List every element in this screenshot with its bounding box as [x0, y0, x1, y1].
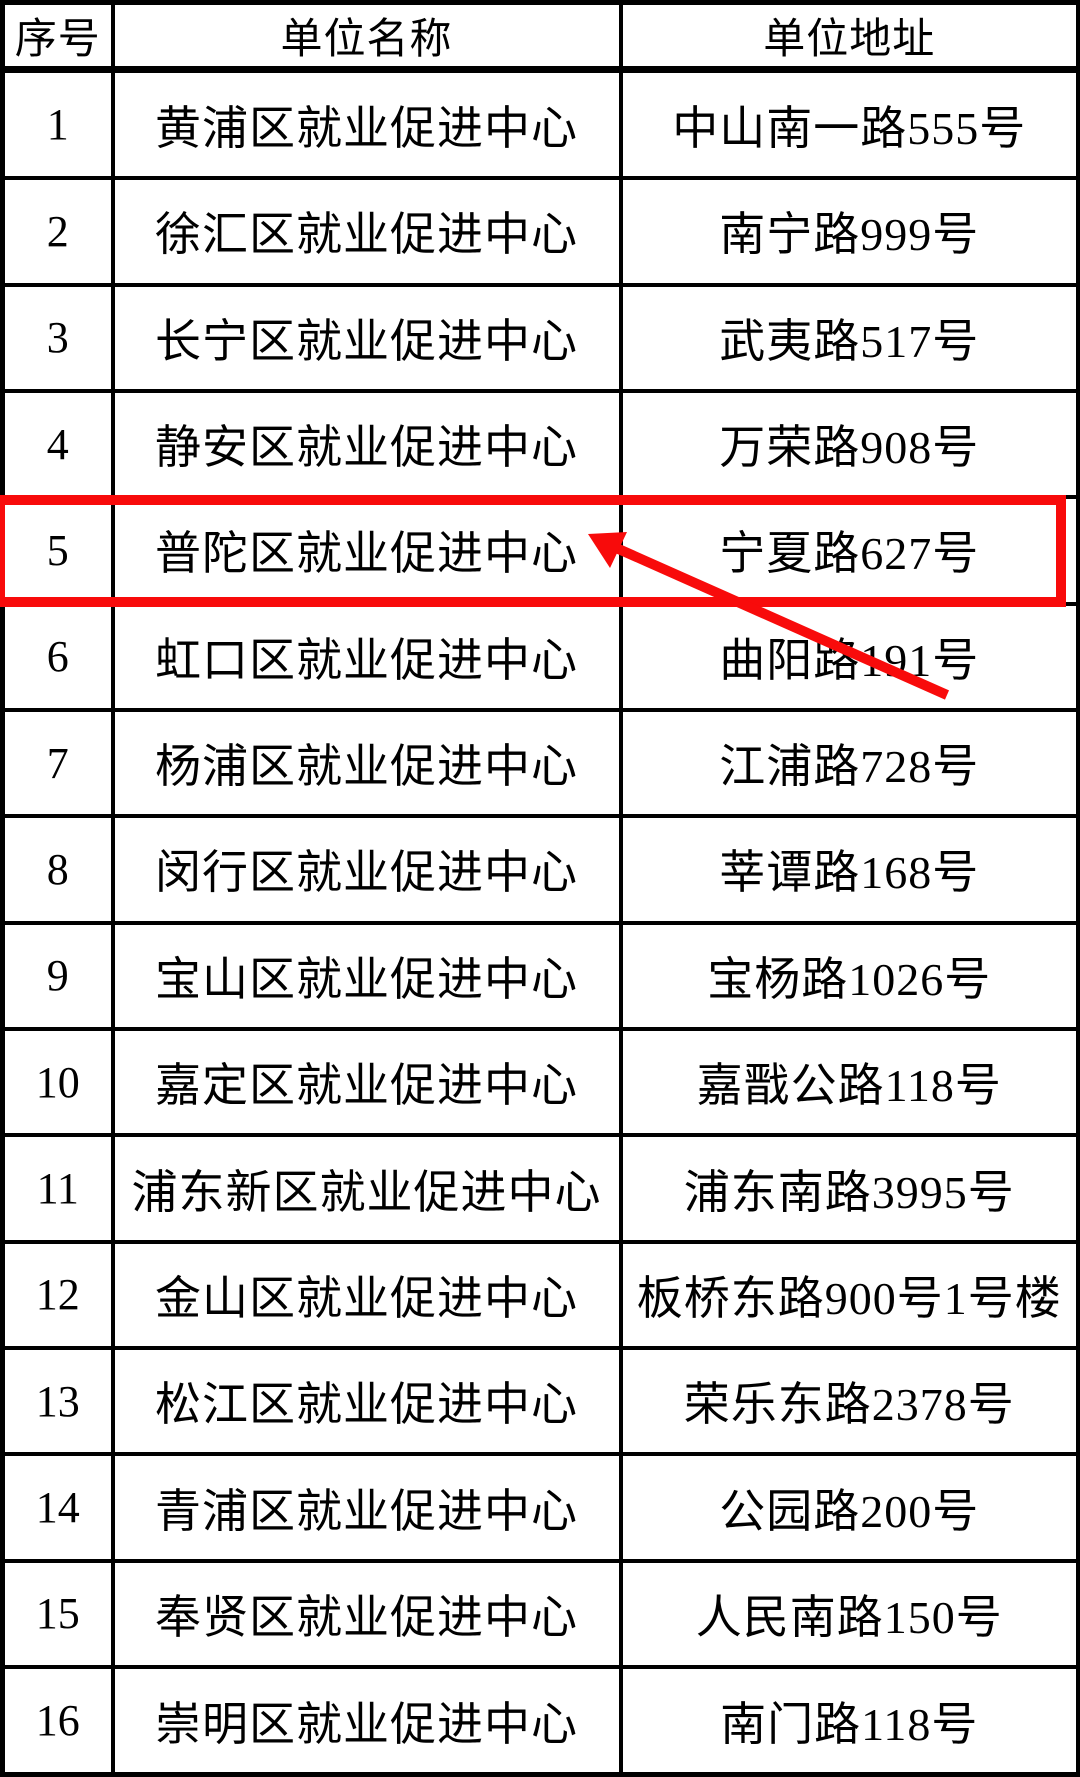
- unit-address-cell: 莘谭路168号: [618, 814, 1080, 925]
- unit-name-cell: 松江区就业促进中心: [110, 1346, 623, 1457]
- unit-address-cell: 公园路200号: [618, 1452, 1080, 1563]
- unit-name-cell: 普陀区就业促进中心: [110, 495, 623, 606]
- row-number-cell: 11: [0, 1133, 115, 1244]
- table-row: 6 虹口区就业促进中心 曲阳路191号: [0, 601, 1080, 712]
- unit-address-cell: 中山南一路555号: [618, 67, 1080, 181]
- unit-name-cell: 奉贤区就业促进中心: [110, 1558, 623, 1670]
- table-row: 13 松江区就业促进中心 荣乐东路2378号: [0, 1346, 1080, 1457]
- row-number-cell: 5: [0, 495, 115, 606]
- unit-name-cell: 嘉定区就业促进中心: [110, 1027, 623, 1138]
- unit-address-cell: 宁夏路627号: [618, 495, 1080, 606]
- unit-name-cell: 黄浦区就业促进中心: [110, 67, 623, 181]
- table-row: 12 金山区就业促进中心 板桥东路900号1号楼: [0, 1239, 1080, 1351]
- row-number-cell: 4: [0, 388, 115, 500]
- table-row: 15 奉贤区就业促进中心 人民南路150号: [0, 1558, 1080, 1670]
- table-row: 11 浦东新区就业促进中心 浦东南路3995号: [0, 1133, 1080, 1244]
- unit-name-cell: 闵行区就业促进中心: [110, 814, 623, 925]
- unit-address-cell: 曲阳路191号: [618, 601, 1080, 712]
- table-row: 14 青浦区就业促进中心 公园路200号: [0, 1452, 1080, 1563]
- row-number-cell: 13: [0, 1346, 115, 1457]
- table-row: 9 宝山区就业促进中心 宝杨路1026号: [0, 920, 1080, 1032]
- unit-address-cell: 板桥东路900号1号楼: [618, 1239, 1080, 1351]
- header-cell-no: 序号: [0, 0, 115, 73]
- unit-address-cell: 江浦路728号: [618, 707, 1080, 819]
- unit-name-cell: 崇明区就业促进中心: [110, 1665, 623, 1777]
- table-body: 1 黄浦区就业促进中心 中山南一路555号 2 徐汇区就业促进中心 南宁路999号 3 长宁区…: [0, 67, 1080, 1777]
- row-number-cell: 10: [0, 1027, 115, 1138]
- table-row: 16 崇明区就业促进中心 南门路118号: [0, 1665, 1080, 1777]
- unit-address-cell: 南门路118号: [618, 1665, 1080, 1777]
- unit-address-cell: 南宁路999号: [618, 176, 1080, 287]
- unit-address-cell: 万荣路908号: [618, 388, 1080, 500]
- unit-name-cell: 宝山区就业促进中心: [110, 920, 623, 1032]
- unit-address-cell: 宝杨路1026号: [618, 920, 1080, 1032]
- row-number-cell: 8: [0, 814, 115, 925]
- row-number-cell: 16: [0, 1665, 115, 1777]
- unit-address-cell: 武夷路517号: [618, 282, 1080, 393]
- row-number-cell: 1: [0, 67, 115, 181]
- table-row-highlighted: 5 普陀区就业促进中心 宁夏路627号: [0, 495, 1080, 606]
- row-number-cell: 14: [0, 1452, 115, 1563]
- row-number-cell: 15: [0, 1558, 115, 1670]
- unit-address-cell: 浦东南路3995号: [618, 1133, 1080, 1244]
- table-row: 4 静安区就业促进中心 万荣路908号: [0, 388, 1080, 500]
- row-number-cell: 12: [0, 1239, 115, 1351]
- table-row: 2 徐汇区就业促进中心 南宁路999号: [0, 176, 1080, 287]
- table-row: 7 杨浦区就业促进中心 江浦路728号: [0, 707, 1080, 819]
- unit-name-cell: 虹口区就业促进中心: [110, 601, 623, 712]
- unit-address-cell: 人民南路150号: [618, 1558, 1080, 1670]
- table-row: 8 闵行区就业促进中心 莘谭路168号: [0, 814, 1080, 925]
- header-cell-name: 单位名称: [110, 0, 623, 73]
- unit-name-cell: 青浦区就业促进中心: [110, 1452, 623, 1563]
- unit-name-cell: 杨浦区就业促进中心: [110, 707, 623, 819]
- row-number-cell: 6: [0, 601, 115, 712]
- unit-name-cell: 静安区就业促进中心: [110, 388, 623, 500]
- row-number-cell: 3: [0, 282, 115, 393]
- table-row: 3 长宁区就业促进中心 武夷路517号: [0, 282, 1080, 393]
- row-number-cell: 7: [0, 707, 115, 819]
- unit-address-cell: 嘉戬公路118号: [618, 1027, 1080, 1138]
- unit-name-cell: 徐汇区就业促进中心: [110, 176, 623, 287]
- unit-name-cell: 长宁区就业促进中心: [110, 282, 623, 393]
- table-row: 1 黄浦区就业促进中心 中山南一路555号: [0, 67, 1080, 181]
- unit-name-cell: 浦东新区就业促进中心: [110, 1133, 623, 1244]
- unit-name-cell: 金山区就业促进中心: [110, 1239, 623, 1351]
- header-row: 序号 单位名称 单位地址: [0, 0, 1080, 73]
- row-number-cell: 2: [0, 176, 115, 287]
- header-cell-address: 单位地址: [618, 0, 1080, 73]
- row-number-cell: 9: [0, 920, 115, 1032]
- table-row: 10 嘉定区就业促进中心 嘉戬公路118号: [0, 1027, 1080, 1138]
- unit-address-cell: 荣乐东路2378号: [618, 1346, 1080, 1457]
